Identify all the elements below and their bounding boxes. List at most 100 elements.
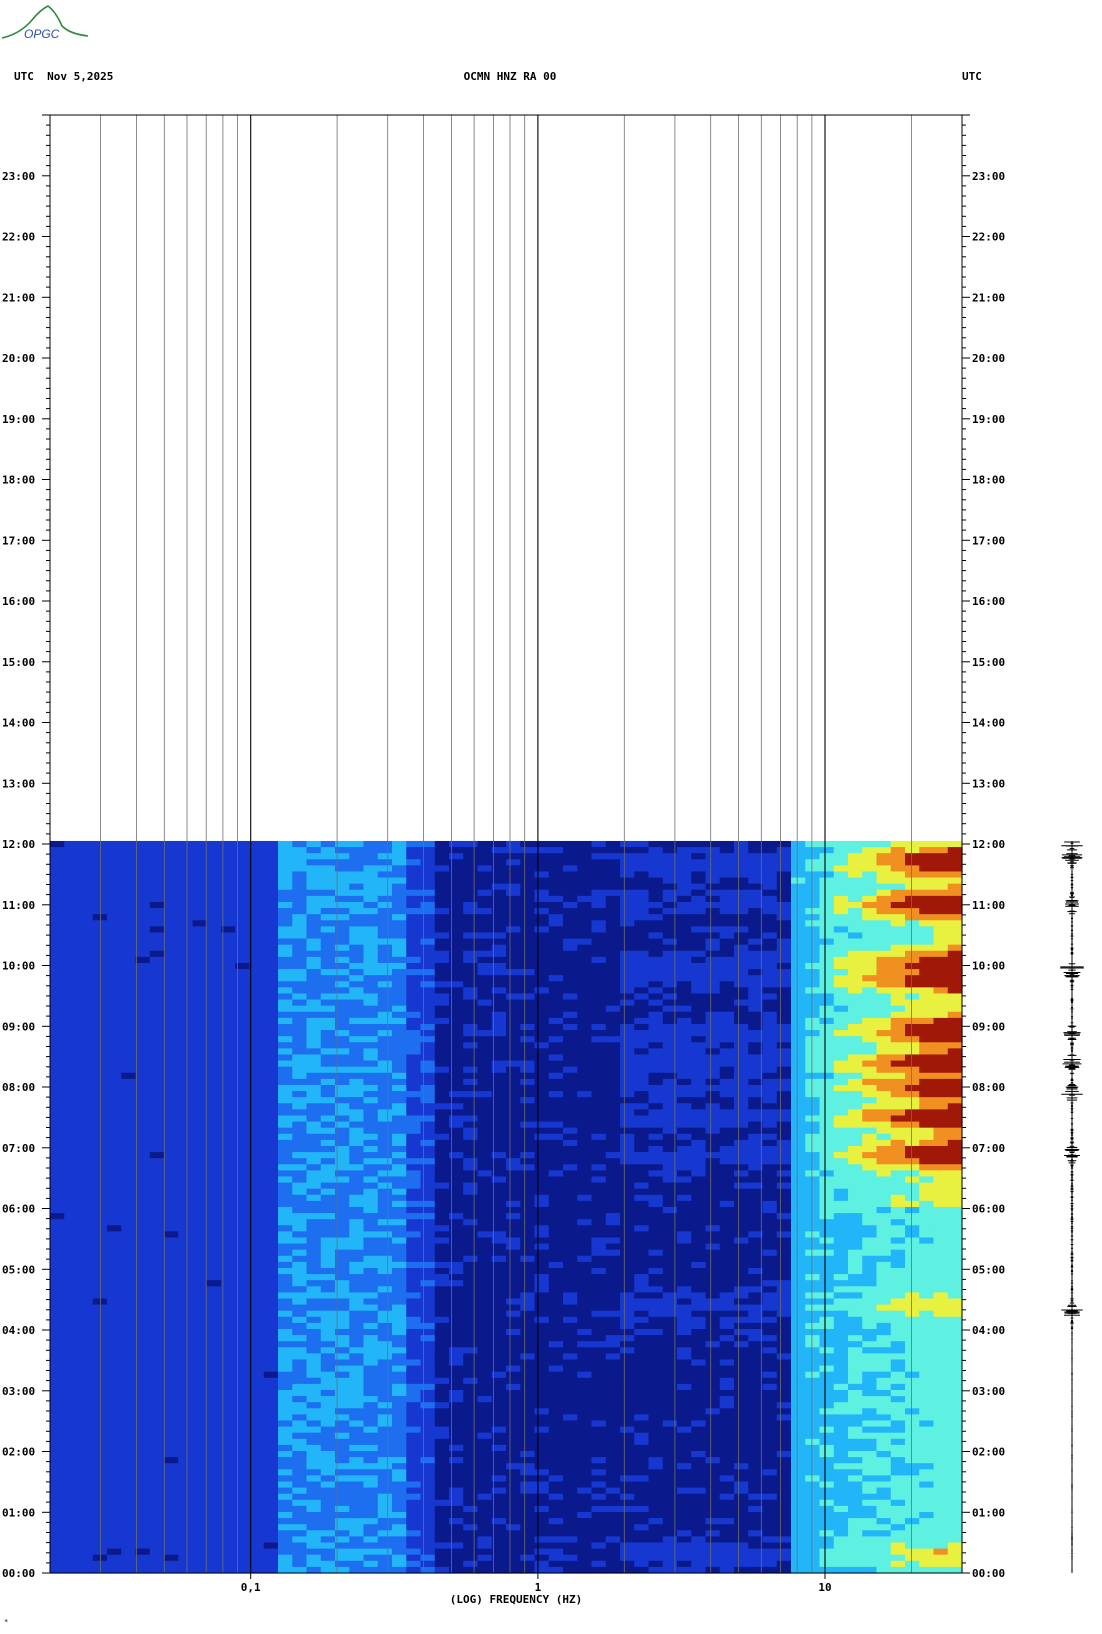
heatmap-cell <box>377 1084 393 1092</box>
heatmap-cell <box>933 877 949 885</box>
heatmap-cell <box>64 1310 80 1318</box>
heatmap-cell <box>363 1084 379 1092</box>
heatmap-cell <box>477 944 493 952</box>
heatmap-cell <box>534 1005 550 1013</box>
heatmap-cell <box>648 853 664 860</box>
heatmap-cell <box>705 1091 721 1098</box>
heatmap-cell <box>933 1005 949 1013</box>
heatmap-cell <box>406 1304 422 1312</box>
heatmap-cell <box>491 1206 507 1214</box>
heatmap-cell <box>776 1182 792 1190</box>
heatmap-cell <box>919 1066 935 1074</box>
header-station: OCMN HNZ RA 00 <box>463 70 557 83</box>
heatmap-cell <box>648 1200 664 1208</box>
heatmap-cell <box>734 1206 749 1214</box>
heatmap-cell <box>477 1200 493 1208</box>
heatmap-cell <box>662 1030 678 1037</box>
heatmap-cell <box>605 1042 621 1049</box>
heatmap-cell <box>805 926 821 934</box>
heatmap-cell <box>135 1023 151 1031</box>
heatmap-cell <box>833 1237 849 1245</box>
heatmap-cell <box>50 1060 65 1068</box>
heatmap-cell <box>705 1261 721 1269</box>
heatmap-cell <box>235 1115 251 1123</box>
heatmap-cell <box>506 1133 521 1141</box>
heatmap-cell <box>591 1310 607 1318</box>
heatmap-cell <box>449 938 464 946</box>
heatmap-cell <box>363 895 379 903</box>
heatmap-cell <box>548 889 564 897</box>
heatmap-cell <box>206 993 222 1001</box>
heatmap-cell <box>306 1286 322 1293</box>
heatmap-cell <box>178 1152 194 1159</box>
heatmap-cell <box>848 981 863 988</box>
heatmap-cell <box>349 1023 365 1031</box>
heatmap-cell <box>434 1011 450 1019</box>
heatmap-cell <box>135 865 151 873</box>
heatmap-cell <box>691 1133 707 1141</box>
heatmap-cell <box>78 962 94 970</box>
heatmap-cell <box>449 1280 464 1287</box>
heatmap-cell <box>420 1170 436 1178</box>
heatmap-cell <box>263 847 279 854</box>
heatmap-cell <box>107 1066 122 1074</box>
heatmap-cell <box>548 1066 564 1074</box>
heatmap-cell <box>805 1048 821 1056</box>
heatmap-cell <box>563 956 578 964</box>
heatmap-cell <box>548 1286 564 1293</box>
heatmap-cell <box>833 1261 849 1269</box>
heatmap-cell <box>947 1066 963 1074</box>
heatmap-cell <box>221 1030 236 1037</box>
heatmap-cell <box>534 871 550 879</box>
heatmap-cell <box>406 1115 422 1123</box>
heatmap-cell <box>363 926 379 934</box>
heatmap-cell <box>876 1078 892 1086</box>
heatmap-cell <box>278 853 293 860</box>
heatmap-cell <box>662 1206 678 1214</box>
heatmap-cell <box>206 1164 222 1171</box>
heatmap-cell <box>392 1249 407 1257</box>
heatmap-cell <box>605 1017 621 1025</box>
heatmap-cell <box>876 908 892 915</box>
heatmap-cell <box>406 865 422 873</box>
heatmap-cell <box>420 969 436 976</box>
heatmap-cell <box>64 889 80 897</box>
heatmap-cell <box>92 1170 108 1178</box>
heatmap-cell <box>363 1048 379 1056</box>
heatmap-cell <box>762 1097 778 1104</box>
heatmap-cell <box>449 1274 464 1281</box>
heatmap-cell <box>776 1030 792 1037</box>
heatmap-cell <box>634 1170 650 1178</box>
heatmap-cell <box>149 1225 165 1232</box>
heatmap-cell <box>149 1292 165 1300</box>
heatmap-cell <box>263 1267 279 1275</box>
heatmap-cell <box>78 920 94 927</box>
heatmap-cell <box>349 1170 365 1178</box>
heatmap-cell <box>719 1054 735 1062</box>
heatmap-cell <box>449 847 464 854</box>
heatmap-cell <box>463 1231 479 1239</box>
heatmap-cell <box>605 1103 621 1110</box>
heatmap-cell <box>164 1304 179 1312</box>
heatmap-cell <box>762 956 778 964</box>
heatmap-cell <box>249 1219 265 1226</box>
heatmap-cell <box>349 987 365 995</box>
heatmap-cell <box>449 1011 464 1019</box>
heatmap-cell <box>249 865 265 873</box>
heatmap-cell <box>648 950 664 958</box>
heatmap-cell <box>406 987 422 995</box>
heatmap-cell <box>662 1072 678 1080</box>
heatmap-cell <box>235 944 251 952</box>
heatmap-cell <box>164 938 179 946</box>
heatmap-cell <box>306 1243 322 1251</box>
heatmap-cell <box>377 1036 393 1043</box>
heatmap-cell <box>776 895 792 903</box>
heatmap-cell <box>534 1249 550 1257</box>
heatmap-cell <box>235 1243 251 1251</box>
heatmap-cell <box>164 1017 179 1025</box>
heatmap-cell <box>890 1286 906 1293</box>
header-utc-right: UTC <box>962 70 982 83</box>
heatmap-cell <box>135 1261 151 1269</box>
heatmap-cell <box>848 1194 863 1202</box>
heatmap-cell <box>278 1048 293 1056</box>
